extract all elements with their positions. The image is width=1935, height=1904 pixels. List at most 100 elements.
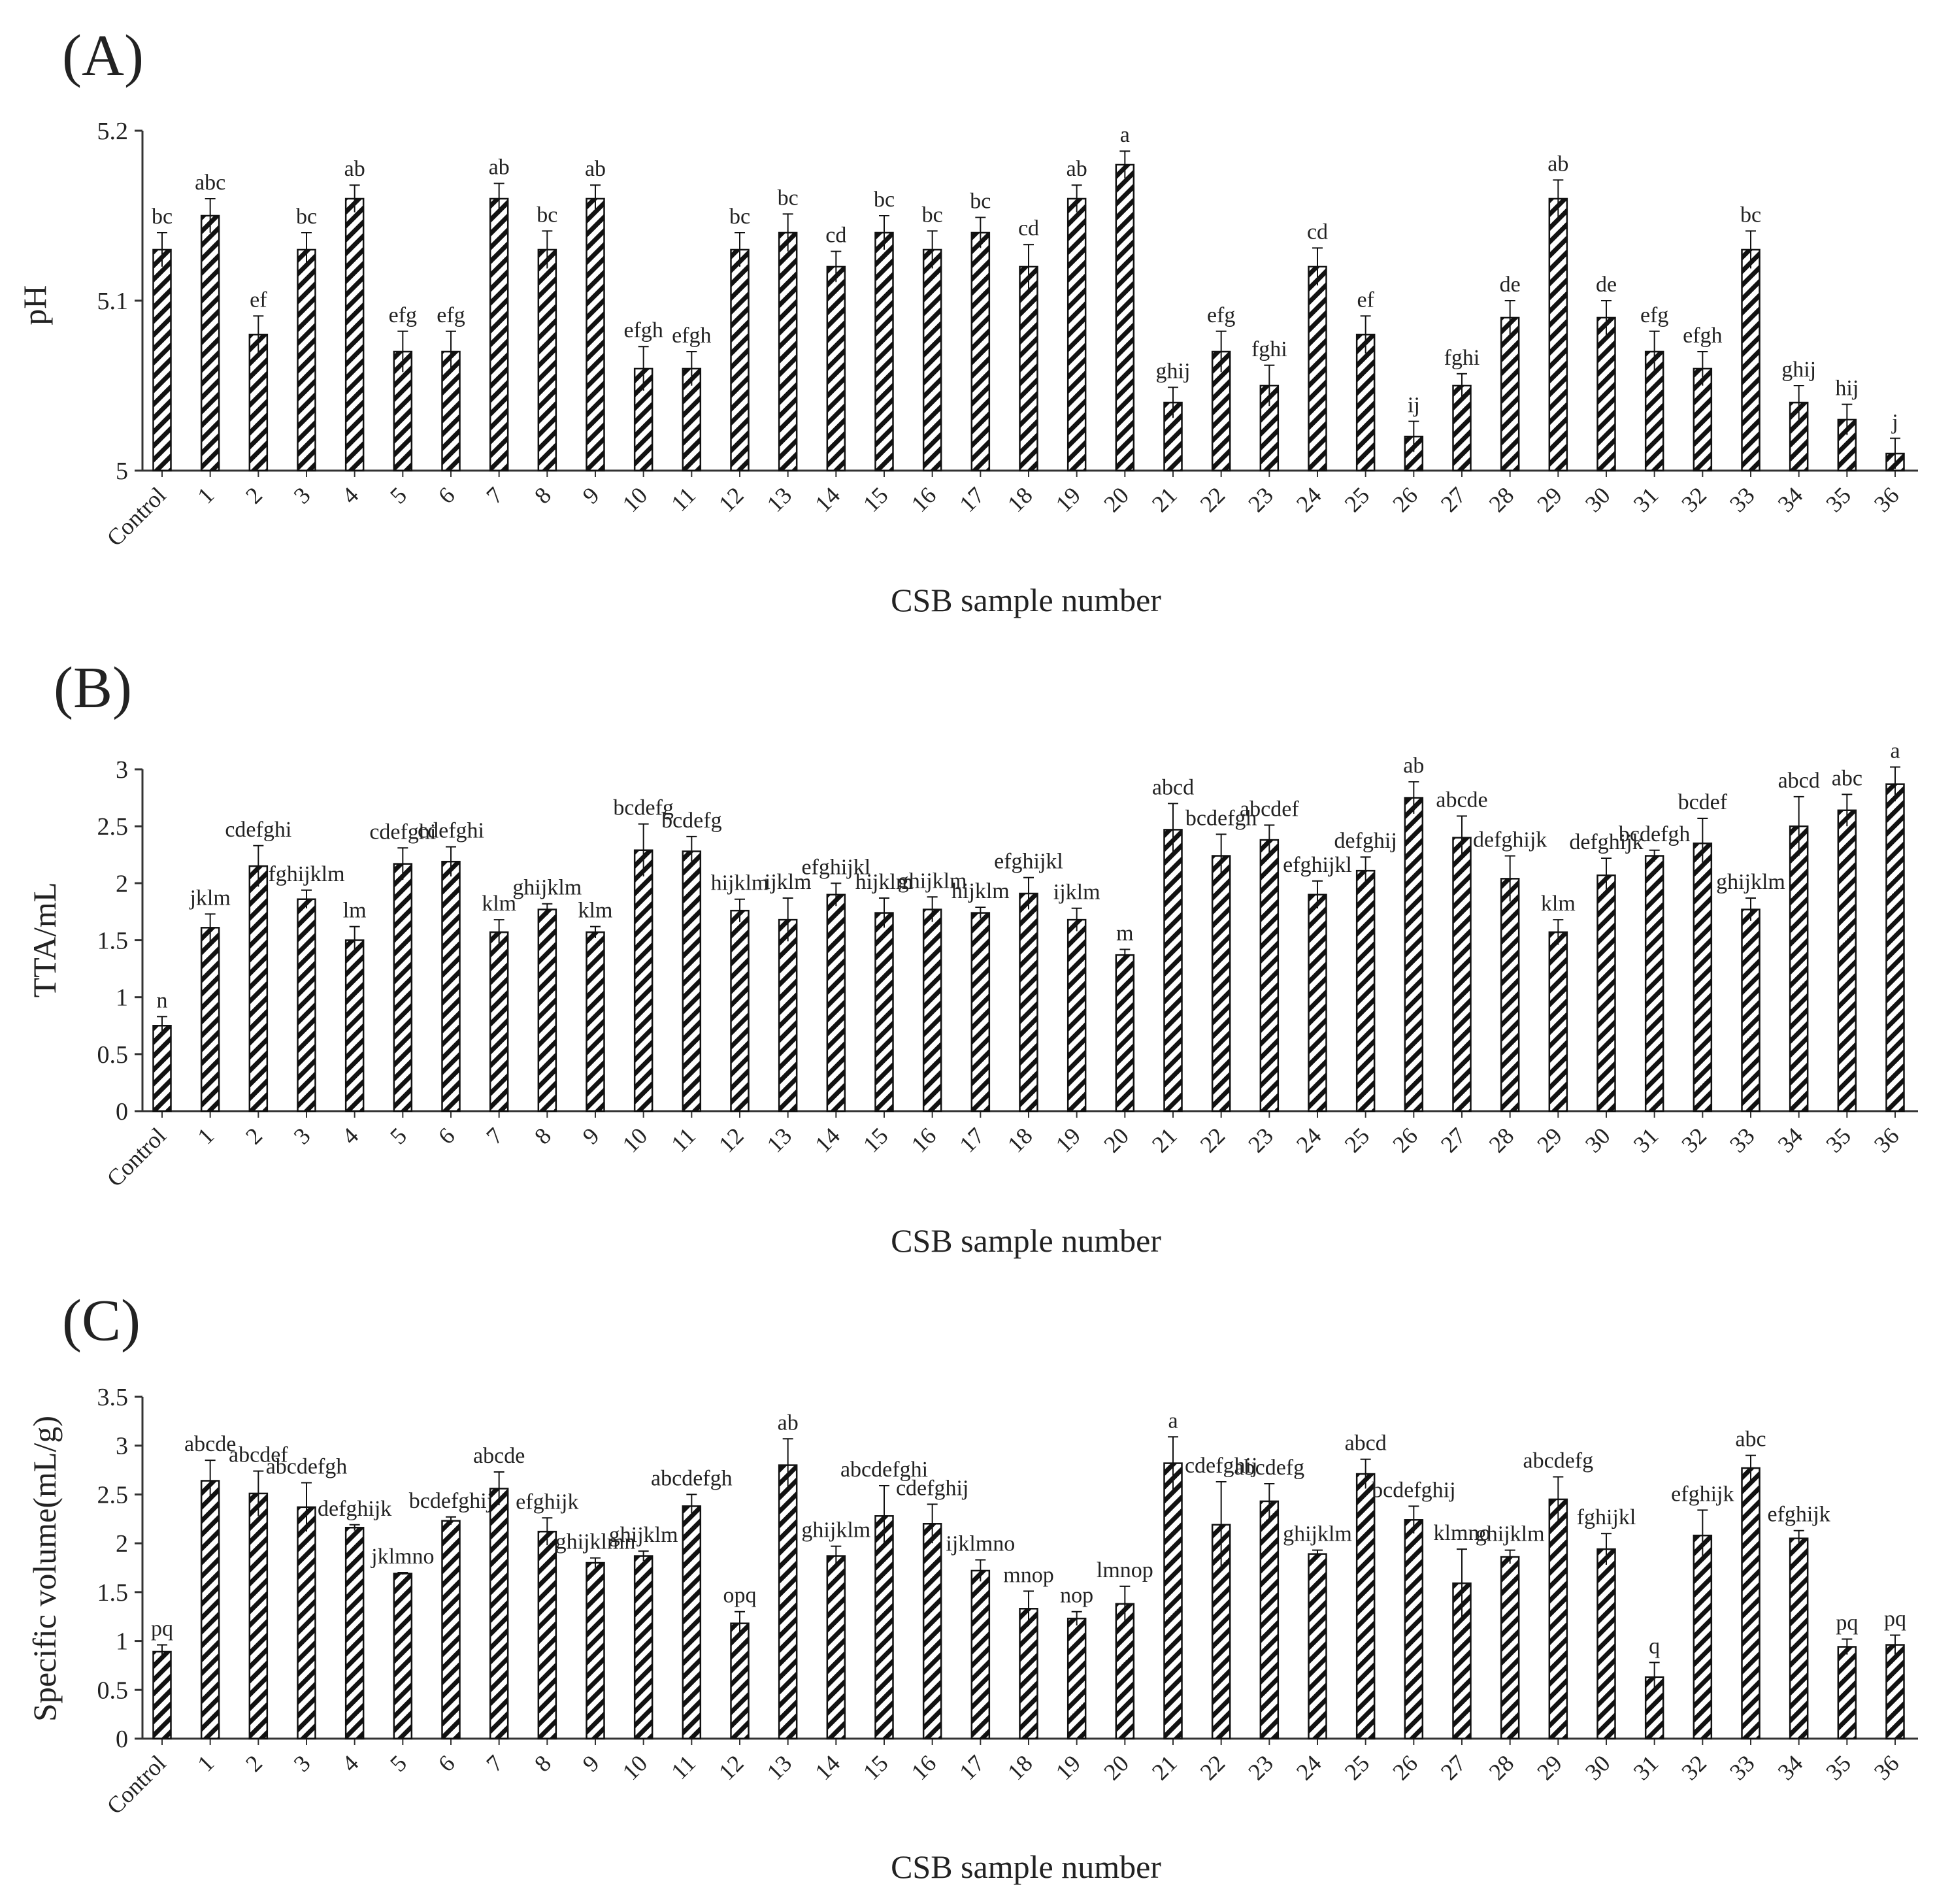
panel-a-significance-letter: cd (825, 224, 846, 248)
panel-b-significance-letter: bcdefg (613, 796, 674, 820)
panel-c-x-tick-label: 26 (1387, 1750, 1423, 1785)
panel-c-significance-letter: pq (151, 1617, 173, 1641)
panel-b-x-tick-label: 15 (858, 1122, 893, 1158)
panel-a-x-tick-label: 2 (240, 482, 267, 509)
panel-a-significance-letter: ab (585, 157, 606, 181)
panel-b-significance-letter: klm (1541, 892, 1576, 916)
panel-b-x-tick-label: 33 (1725, 1122, 1760, 1158)
panel-c-significance-letter: opq (723, 1584, 757, 1608)
panel-a-bar (1548, 197, 1568, 472)
panel-a-significance-letter: ab (1547, 152, 1568, 176)
panel-b-bar (1885, 783, 1905, 1112)
panel-b-bar (826, 894, 846, 1112)
panel-b-significance-letter: bcdefgh (1185, 806, 1257, 830)
panel-a-y-tick-label: 5 (116, 458, 128, 485)
panel-b-significance-letter: abcde (1436, 788, 1487, 812)
panel-c-x-tick-label: 1 (192, 1750, 219, 1777)
panel-c-significance-letter: abc (1735, 1428, 1766, 1452)
panel-b-y-tick-label: 0.5 (97, 1041, 129, 1069)
panel-c-significance-letter: cdefghij (896, 1476, 968, 1500)
panel-a-significance-letter: efgh (623, 318, 663, 342)
panel-c-bar (1067, 1617, 1087, 1740)
panel-b-x-tick-label: 29 (1532, 1122, 1567, 1158)
panel-c-significance-letter: defghijk (318, 1497, 391, 1521)
panel-c-y-tick-label: 2.5 (97, 1481, 129, 1509)
panel-a-bar (1115, 163, 1135, 472)
panel-c-significance-letter: abcdefgh (266, 1454, 348, 1478)
panel-b-significance-letter: efghijkl (801, 855, 870, 879)
panel-b-significance-letter: bcdefgh (1619, 822, 1691, 846)
panel-b-x-tick-label: 5 (385, 1122, 412, 1149)
panel-a-significance-letter: bc (729, 205, 750, 229)
panel-c-significance-letter: ghijklm (1476, 1522, 1545, 1546)
panel-c-x-tick-label: 3 (289, 1750, 316, 1777)
panel-b-significance-letter: defghij (1334, 829, 1397, 853)
panel-c-bar (200, 1480, 220, 1740)
panel-a-significance-letter: a (1120, 123, 1130, 147)
panel-a-x-tick-label: 22 (1195, 482, 1231, 517)
panel-a-plot-area: 55.15.2bcControlabc1ef2bc3ab4efg5efg6ab7… (97, 118, 1918, 551)
panel-b-x-tick-label: 1 (192, 1122, 219, 1149)
panel-b-bar (1452, 837, 1472, 1112)
panel-b-significance-letter: hijklm (855, 870, 914, 894)
panel-a-x-tick-label: 3 (289, 482, 316, 509)
panel-a-x-tick-label: 16 (906, 482, 942, 517)
panel-b-bar (200, 927, 220, 1112)
panel-c-x-tick-label: 7 (481, 1750, 508, 1777)
panel-c-x-tick-label: 28 (1484, 1750, 1519, 1785)
panel-c-x-tick-label: 22 (1195, 1750, 1231, 1785)
panel-c-plot-area: 00.511.522.533.5pqControlabcde1abcdef2ab… (97, 1384, 1918, 1819)
panel-b-significance-letter: jklm (189, 886, 230, 910)
panel-a-x-tick-label: 36 (1869, 482, 1904, 517)
panel-b-bar (297, 898, 316, 1112)
panel-c: (C) Specific volume(mL/g) CSB sample num… (26, 1288, 1918, 1885)
panel-a-bar (778, 231, 798, 472)
panel-a-significance-letter: ij (1408, 393, 1420, 418)
panel-c-bar (393, 1573, 413, 1740)
panel-c-x-tick-label: 11 (666, 1750, 701, 1784)
panel-a-x-tick-label: 7 (481, 482, 508, 509)
panel-c-bar (1837, 1646, 1857, 1740)
panel-a-significance-letter: efg (437, 303, 465, 327)
panel-b-bar (874, 912, 894, 1112)
panel-a-x-tick-label: 13 (762, 482, 797, 517)
panel-a-significance-letter: j (1891, 410, 1898, 435)
panel-b-x-tick-label: 17 (954, 1122, 989, 1158)
panel-a-x-tick-label: 21 (1147, 482, 1182, 517)
panel-b-significance-letter: a (1890, 739, 1900, 763)
panel-a-bar (489, 197, 509, 472)
panel-a-x-tick-label: Control (102, 482, 171, 551)
panel-a-significance-letter: ef (1357, 288, 1374, 312)
panel-b-significance-letter: klm (482, 892, 516, 916)
panel-a-significance-letter: ab (344, 157, 365, 181)
panel-a-bar (1019, 265, 1038, 472)
panel-a-bar (730, 248, 750, 472)
panel-c-bar (1596, 1548, 1616, 1740)
panel-c-bar (730, 1622, 750, 1740)
panel-c-significance-letter: fghijkl (1577, 1505, 1636, 1529)
panel-c-x-tick-label: 17 (954, 1750, 989, 1785)
panel-b-x-tick-label: 18 (1002, 1122, 1038, 1158)
panel-c-x-tick-label: 27 (1436, 1750, 1471, 1785)
panel-b-significance-letter: cdefghi (369, 820, 436, 844)
panel-a-x-tick-label: 18 (1002, 482, 1038, 517)
panel-b-label: (B) (54, 656, 132, 720)
panel-c-bar (1115, 1603, 1135, 1740)
panel-b-significance-letter: ab (1403, 754, 1424, 778)
panel-b-x-tick-label: 4 (337, 1122, 363, 1149)
panel-b-y-tick-label: 2.5 (97, 813, 129, 841)
panel-c-x-tick-label: 34 (1773, 1750, 1808, 1785)
panel-a-x-tick-label: 15 (858, 482, 893, 517)
panel-c-y-tick-label: 0.5 (97, 1677, 129, 1704)
panel-b-x-tick-label: 22 (1195, 1122, 1231, 1158)
panel-a-significance-letter: bc (537, 203, 557, 227)
panel-a-x-tick-label: 28 (1484, 482, 1519, 517)
panel-b-bar (730, 909, 750, 1112)
panel-b-significance-letter: efghijkl (994, 850, 1063, 874)
panel-b-x-tick-label: 20 (1099, 1122, 1134, 1158)
panel-b-y-tick-label: 0 (116, 1098, 128, 1126)
panel-c-bar (1355, 1473, 1376, 1740)
panel-a-x-tick-label: 33 (1725, 482, 1760, 517)
panel-a-significance-letter: ab (489, 156, 510, 180)
panel-b-bar (682, 850, 702, 1112)
